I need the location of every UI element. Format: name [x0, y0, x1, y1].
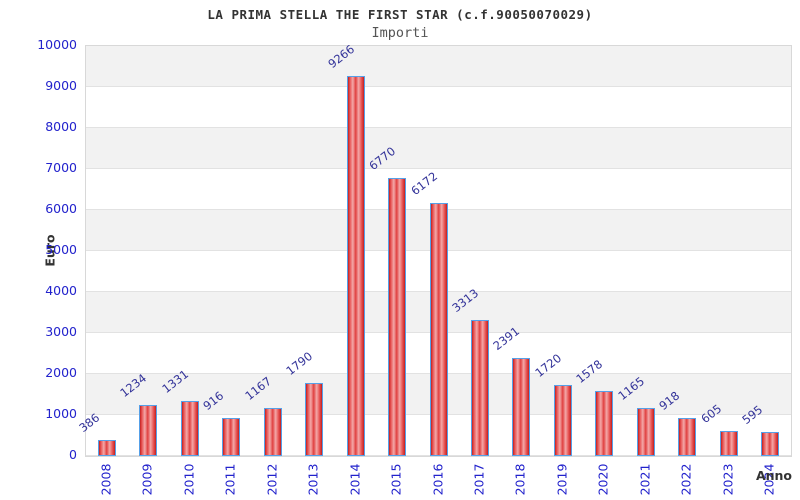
bar: [553, 385, 572, 456]
chart-subtitle: Importi: [371, 25, 429, 41]
bar: [470, 320, 489, 456]
grid-band: [86, 128, 791, 169]
bar: [512, 357, 531, 456]
bar: [719, 431, 738, 456]
x-tick-label: 2018: [512, 463, 528, 496]
x-tick-label: 2021: [637, 463, 653, 496]
bar: [595, 391, 614, 456]
y-tick-label: 7000: [45, 160, 77, 175]
x-tick-label: 2020: [595, 463, 611, 496]
bar: [678, 418, 697, 456]
x-tick-label: 2011: [222, 463, 238, 496]
x-tick-label: 2012: [264, 463, 280, 496]
x-tick-label: 2014: [347, 463, 363, 496]
bar: [180, 401, 199, 456]
x-tick-label: 2010: [181, 463, 197, 496]
x-tick-label: 2013: [305, 463, 321, 496]
x-tick-label: 2016: [430, 463, 445, 496]
grid-band: [86, 87, 791, 128]
y-tick-label: 3000: [45, 324, 77, 339]
bar: [429, 202, 448, 456]
x-tick-label: 2022: [678, 463, 694, 496]
bar: [222, 418, 241, 456]
bar: [139, 405, 158, 456]
x-tick-label: 2019: [554, 463, 570, 496]
x-tick-label: 2008: [98, 463, 114, 496]
y-tick-label: 8000: [45, 119, 77, 134]
bar: [636, 408, 655, 456]
y-tick-label: 0: [69, 447, 77, 462]
x-tick-label: 2023: [720, 463, 736, 496]
bar: [761, 431, 780, 456]
chart-title: LA PRIMA STELLA THE FIRST STAR (c.f.9005…: [207, 7, 593, 22]
bar: [305, 382, 324, 456]
plot-area: 386 1234 1331 916 1167 1790 9266 6770 6172 3313 23…: [76, 42, 792, 457]
y-tick-label: 6000: [45, 201, 77, 216]
y-tick-label: 2000: [45, 365, 77, 380]
y-tick-label: 5000: [45, 242, 77, 257]
x-tick-label: 2009: [139, 463, 155, 496]
x-tick-label: 2015: [388, 463, 404, 496]
bar: [346, 76, 365, 456]
bar: [97, 440, 116, 456]
y-tick-label: 4000: [45, 283, 77, 298]
x-axis-title: Anno: [755, 468, 792, 483]
y-tick-label: 10000: [37, 37, 77, 52]
y-tick-label: 1000: [45, 406, 77, 421]
x-tick-label: 2017: [471, 463, 487, 496]
bar: [388, 178, 407, 456]
grid-band: [86, 46, 791, 87]
bar: [263, 408, 282, 456]
y-tick-label: 9000: [45, 78, 77, 93]
